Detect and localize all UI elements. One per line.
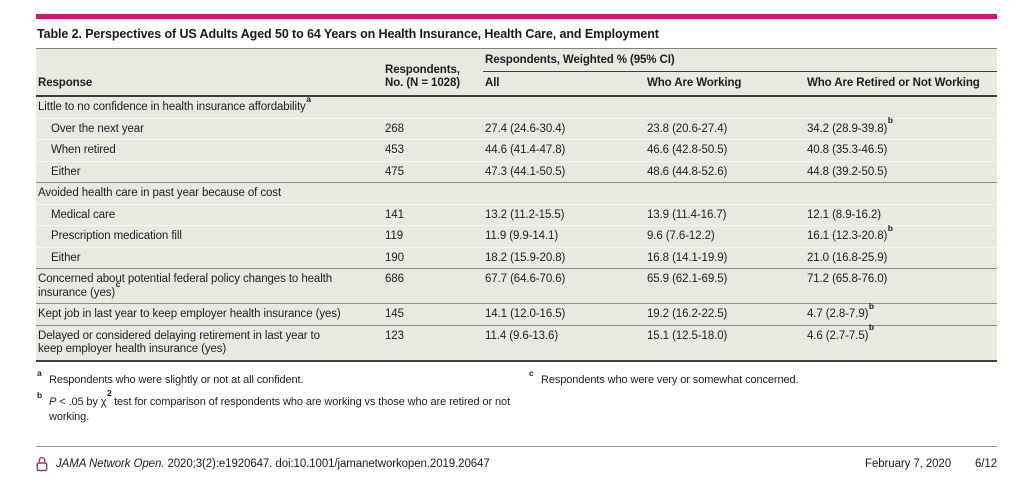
footnote-b-p: P [49, 395, 57, 408]
footer-citation: JAMA Network Open. 2020;3(2):e1920647. d… [36, 456, 490, 472]
working-pct-cell: 13.9 (11.4-16.7) [647, 208, 727, 221]
respondents-no-cell: 686 [385, 273, 404, 285]
page-footer: JAMA Network Open. 2020;3(2):e1920647. d… [36, 446, 997, 472]
table-row: Either 475 47.3 (44.1-50.5) 48.6 (44.8-52.6… [36, 160, 997, 183]
table-row: Kept job in last year to keep employer h… [36, 300, 997, 325]
table-title: Table 2. Perspectives of US Adults Aged … [37, 27, 659, 41]
footnotes-right-column: c Respondents who were very or somewhat … [528, 367, 997, 425]
response-cell: Delayed or considered delaying retiremen… [38, 329, 320, 356]
column-header-who-are-working: Who Are Working [647, 77, 742, 89]
footnote-b-chi-sup: 2 [106, 388, 112, 399]
response-cell: Prescription medication fill [51, 230, 182, 242]
citation-text: JAMA Network Open. 2020;3(2):e1920647. d… [56, 458, 490, 470]
retired-pct-cell: 12.1 (8.9-16.2) [807, 208, 881, 221]
all-pct-cell: 67.7 (64.6-70.6) [485, 273, 566, 285]
footnote-b-mid: < .05 by χ [56, 395, 107, 408]
table-header: Respondents, Weighted % (95% CI) Respons… [36, 48, 997, 97]
working-pct-cell: 16.8 (14.1-19.9) [647, 251, 728, 264]
footnotes-left-column: a Respondents who were slightly or not a… [36, 367, 528, 425]
working-pct-cell: 9.6 (7.6-12.2) [647, 230, 715, 242]
retired-pct-cell: 4.7 (2.8-7.9)b [807, 300, 874, 320]
journal-name: JAMA Network Open. [56, 458, 165, 470]
response-cell: Concerned about potential federal policy… [38, 273, 333, 299]
footnote-a-text: Respondents who were slightly or not at … [49, 373, 304, 386]
respondents-no-cell: 453 [385, 144, 404, 156]
respondents-no-cell: 141 [385, 208, 404, 221]
table-body: Little to no confidence in health insura… [36, 93, 997, 362]
response-cell: Avoided health care in past year because… [38, 187, 282, 199]
citation-rest: 2020;3(2):e1920647. doi:10.1001/jamanetw… [164, 458, 490, 470]
respondents-no-cell: 475 [385, 165, 404, 178]
working-pct-cell: 48.6 (44.8-52.6) [647, 165, 728, 178]
respondents-no-cell: 145 [385, 308, 404, 320]
section-header-row: Avoided health care in past year because… [36, 182, 997, 204]
table-row: Medical care 141 13.2 (11.2-15.5) 13.9 (11.… [36, 203, 997, 226]
retired-pct-cell: 21.0 (16.8-25.9) [807, 251, 888, 264]
response-cell: Over the next year [51, 122, 144, 135]
accent-bar [36, 14, 997, 19]
working-pct-cell: 19.2 (16.2-22.5) [647, 308, 728, 320]
response-cell: Either [51, 251, 81, 264]
footnotes: a Respondents who were slightly or not a… [36, 367, 997, 425]
respondents-no-cell: 190 [385, 251, 404, 264]
publication-date: February 7, 2020 [865, 458, 952, 470]
footnote-b-rest: test for comparison of respondents who a… [49, 395, 511, 423]
table-row: Prescription medication fill 119 11.9 (9.9… [36, 222, 997, 247]
table-row: Concerned about potential federal policy… [36, 268, 997, 303]
response-cell: Kept job in last year to keep employer h… [38, 308, 341, 320]
all-pct-cell: 14.1 (12.0-16.5) [485, 308, 566, 320]
footer-meta: February 7, 2020 6/12 [865, 458, 997, 470]
footnote-b: b P < .05 by χ2 test for comparison of r… [37, 388, 511, 423]
column-header-who-are-retired: Who Are Retired or Not Working [807, 77, 980, 89]
working-pct-cell: 15.1 (12.5-18.0) [647, 329, 728, 342]
all-pct-cell: 18.2 (15.9-20.8) [485, 251, 566, 264]
all-pct-cell: 47.3 (44.1-50.5) [485, 165, 566, 178]
all-pct-cell: 27.4 (24.6-30.4) [485, 122, 566, 135]
page-number: 6/12 [975, 458, 997, 470]
retired-pct-cell: 4.6 (2.7-7.5)b [807, 322, 874, 342]
table-row: Delayed or considered delaying retiremen… [36, 322, 997, 360]
response-cell: Either [51, 165, 81, 178]
column-header-respondents-no: Respondents, No. (N = 1028) [385, 64, 460, 89]
column-header-all: All [485, 77, 500, 89]
footnote-a: a Respondents who were slightly or not a… [37, 367, 304, 386]
working-pct-cell: 46.6 (42.8-50.5) [647, 144, 728, 156]
retired-pct-cell: 40.8 (35.3-46.5) [807, 144, 888, 156]
table-row: When retired 453 44.6 (41.4-47.8) 46.6 (42.… [36, 139, 997, 161]
respondents-no-cell: 268 [385, 122, 404, 135]
footnote-c-text: Respondents who were very or somewhat co… [541, 373, 799, 386]
response-cell: When retired [51, 144, 116, 156]
working-pct-cell: 23.8 (20.6-27.4) [647, 122, 728, 135]
table-row: Over the next year 268 27.4 (24.6-30.4) 23.… [36, 115, 997, 140]
footnote-c: c Respondents who were very or somewhat … [529, 367, 799, 386]
open-access-lock-icon [36, 456, 48, 472]
column-group-header-weighted-pct: Respondents, Weighted % (95% CI) [483, 54, 997, 72]
all-pct-cell: 44.6 (41.4-47.8) [485, 144, 566, 156]
retired-pct-cell: 34.2 (28.9-39.8)b [807, 115, 893, 135]
response-cell: Medical care [51, 208, 115, 221]
retired-pct-cell: 71.2 (65.8-76.0) [807, 273, 888, 285]
retired-pct-cell: 16.1 (12.3-20.8)b [807, 222, 893, 242]
respondents-no-cell: 119 [385, 230, 404, 242]
section-header-row: Little to no confidence in health insura… [36, 93, 997, 118]
all-pct-cell: 11.4 (9.6-13.6) [485, 329, 559, 342]
column-header-response: Response [38, 77, 93, 89]
retired-pct-cell: 44.8 (39.2-50.5) [807, 165, 888, 178]
response-cell: Little to no confidence in health insura… [38, 93, 311, 113]
all-pct-cell: 11.9 (9.9-14.1) [485, 230, 559, 242]
data-table: Respondents, Weighted % (95% CI) Respons… [36, 48, 997, 362]
all-pct-cell: 13.2 (11.2-15.5) [485, 208, 565, 221]
table-row: Either 190 18.2 (15.9-20.8) 16.8 (14.1-19.9… [36, 246, 997, 269]
respondents-no-cell: 123 [385, 329, 404, 342]
working-pct-cell: 65.9 (62.1-69.5) [647, 273, 728, 285]
